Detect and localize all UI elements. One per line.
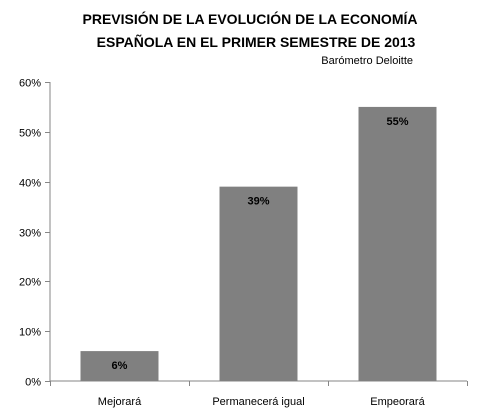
y-tick-label: 10%	[19, 327, 41, 339]
bar	[219, 186, 298, 381]
chart-subtitle: Barómetro Deloitte	[321, 55, 413, 67]
y-tick-label: 50%	[19, 128, 41, 140]
chart-title-line-2: ESPAÑOLA EN EL PRIMER SEMESTRE DE 2013	[97, 33, 416, 50]
plot-area: 0% 10% 20% 30% 40% 50% 60% 6% Mejorará 39% Permane…	[19, 78, 468, 408]
y-tick-label: 20%	[19, 277, 41, 289]
category-label: Mejorará	[98, 396, 142, 408]
y-tick-label: 0%	[25, 377, 41, 389]
data-label: 39%	[247, 196, 269, 208]
chart-title-line-1: PREVISIÓN DE LA EVOLUCIÓN DE LA ECONOMÍA	[83, 10, 418, 27]
y-tick-label: 30%	[19, 228, 41, 240]
data-label: 55%	[386, 116, 408, 128]
bar	[358, 106, 437, 382]
data-label: 6%	[112, 360, 128, 372]
bar	[80, 351, 159, 381]
category-label: Permanecerá igual	[212, 396, 304, 408]
y-tick-label: 60%	[19, 78, 41, 90]
category-label: Empeorará	[370, 396, 425, 408]
y-tick-label: 40%	[19, 178, 41, 190]
